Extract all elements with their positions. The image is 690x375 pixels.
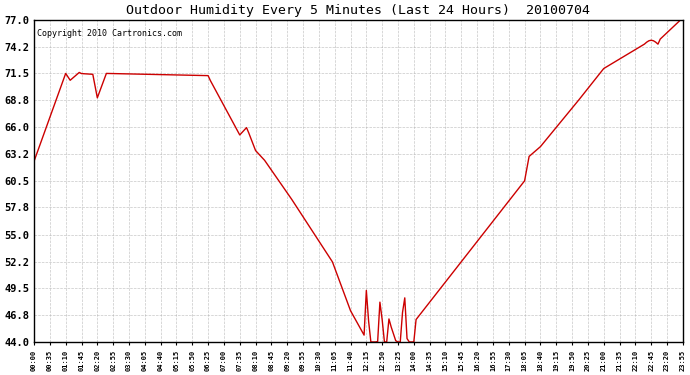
Title: Outdoor Humidity Every 5 Minutes (Last 24 Hours)  20100704: Outdoor Humidity Every 5 Minutes (Last 2…	[126, 4, 591, 17]
Text: Copyright 2010 Cartronics.com: Copyright 2010 Cartronics.com	[37, 29, 182, 38]
